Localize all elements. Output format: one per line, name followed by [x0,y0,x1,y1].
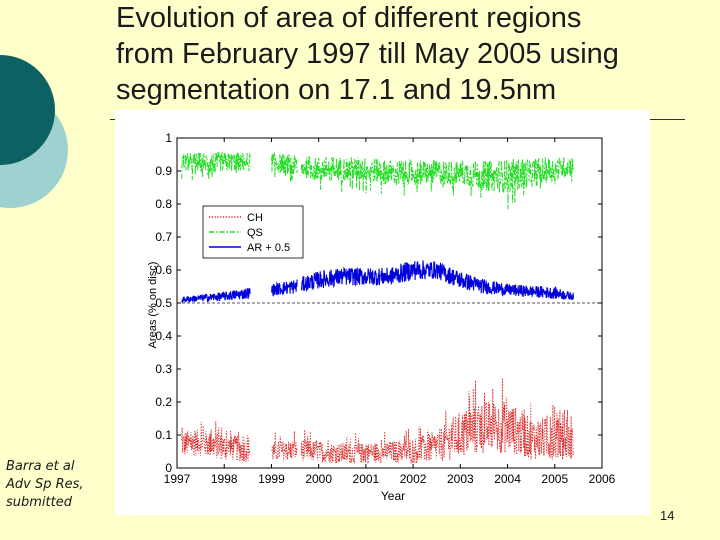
title-line: from February 1997 till May 2005 using [116,38,619,70]
y-tick-label: 0.9 [155,164,172,178]
legend-label: AR + 0.5 [247,242,290,254]
x-tick-label: 2003 [447,472,474,486]
y-tick-label: 0.2 [155,395,172,409]
y-tick-label: 0.5 [155,296,172,310]
legend-label: CH [247,212,263,224]
y-axis-label: Areas (% on disc) [147,262,159,349]
citation-line: Barra et al [6,459,75,474]
series-line [181,150,574,210]
y-tick-label: 0.8 [155,197,172,211]
citation-line: Adv Sp Res, [6,477,84,492]
y-tick-label: 0.7 [155,230,172,244]
x-tick-label: 2004 [494,472,521,486]
y-tick-label: 1 [165,131,172,145]
slide-title: Evolution of area of different regions f… [116,0,706,108]
page-number: 14 [660,508,675,523]
y-tick-label: 0.1 [155,428,172,442]
x-tick-label: 1998 [211,472,238,486]
x-tick-label: 1999 [258,472,285,486]
citation: Barra et al Adv Sp Res, submitted [6,458,116,512]
x-tick-label: 2001 [353,472,380,486]
y-tick-label: 0.4 [155,329,172,343]
x-tick-label: 2006 [589,472,616,486]
x-tick-label: 1997 [164,472,191,486]
area-evolution-chart: 1997 1998 1999 2000 2001 2002 2003 2004 2005 2006… [115,110,650,515]
y-tick-label: 0.3 [155,362,172,376]
series-line [181,260,574,303]
chart-panel: 1997 1998 1999 2000 2001 2002 2003 2004 2005 2006… [115,110,650,515]
x-axis-label: Year [381,489,405,503]
y-tick-label: 0.6 [155,263,172,277]
series-line [181,377,574,465]
decorative-circles [0,55,68,208]
title-line: Evolution of area of different regions [116,2,582,34]
title-line: segmentation on 17.1 and 19.5nm [116,74,557,106]
dark-teal-circle [0,55,55,165]
citation-line: submitted [6,495,72,510]
x-tick-label: 2005 [541,472,568,486]
x-tick-label: 2000 [305,472,332,486]
legend-label: QS [247,227,263,239]
x-tick-label: 2002 [400,472,427,486]
y-tick-label: 0 [165,461,172,475]
